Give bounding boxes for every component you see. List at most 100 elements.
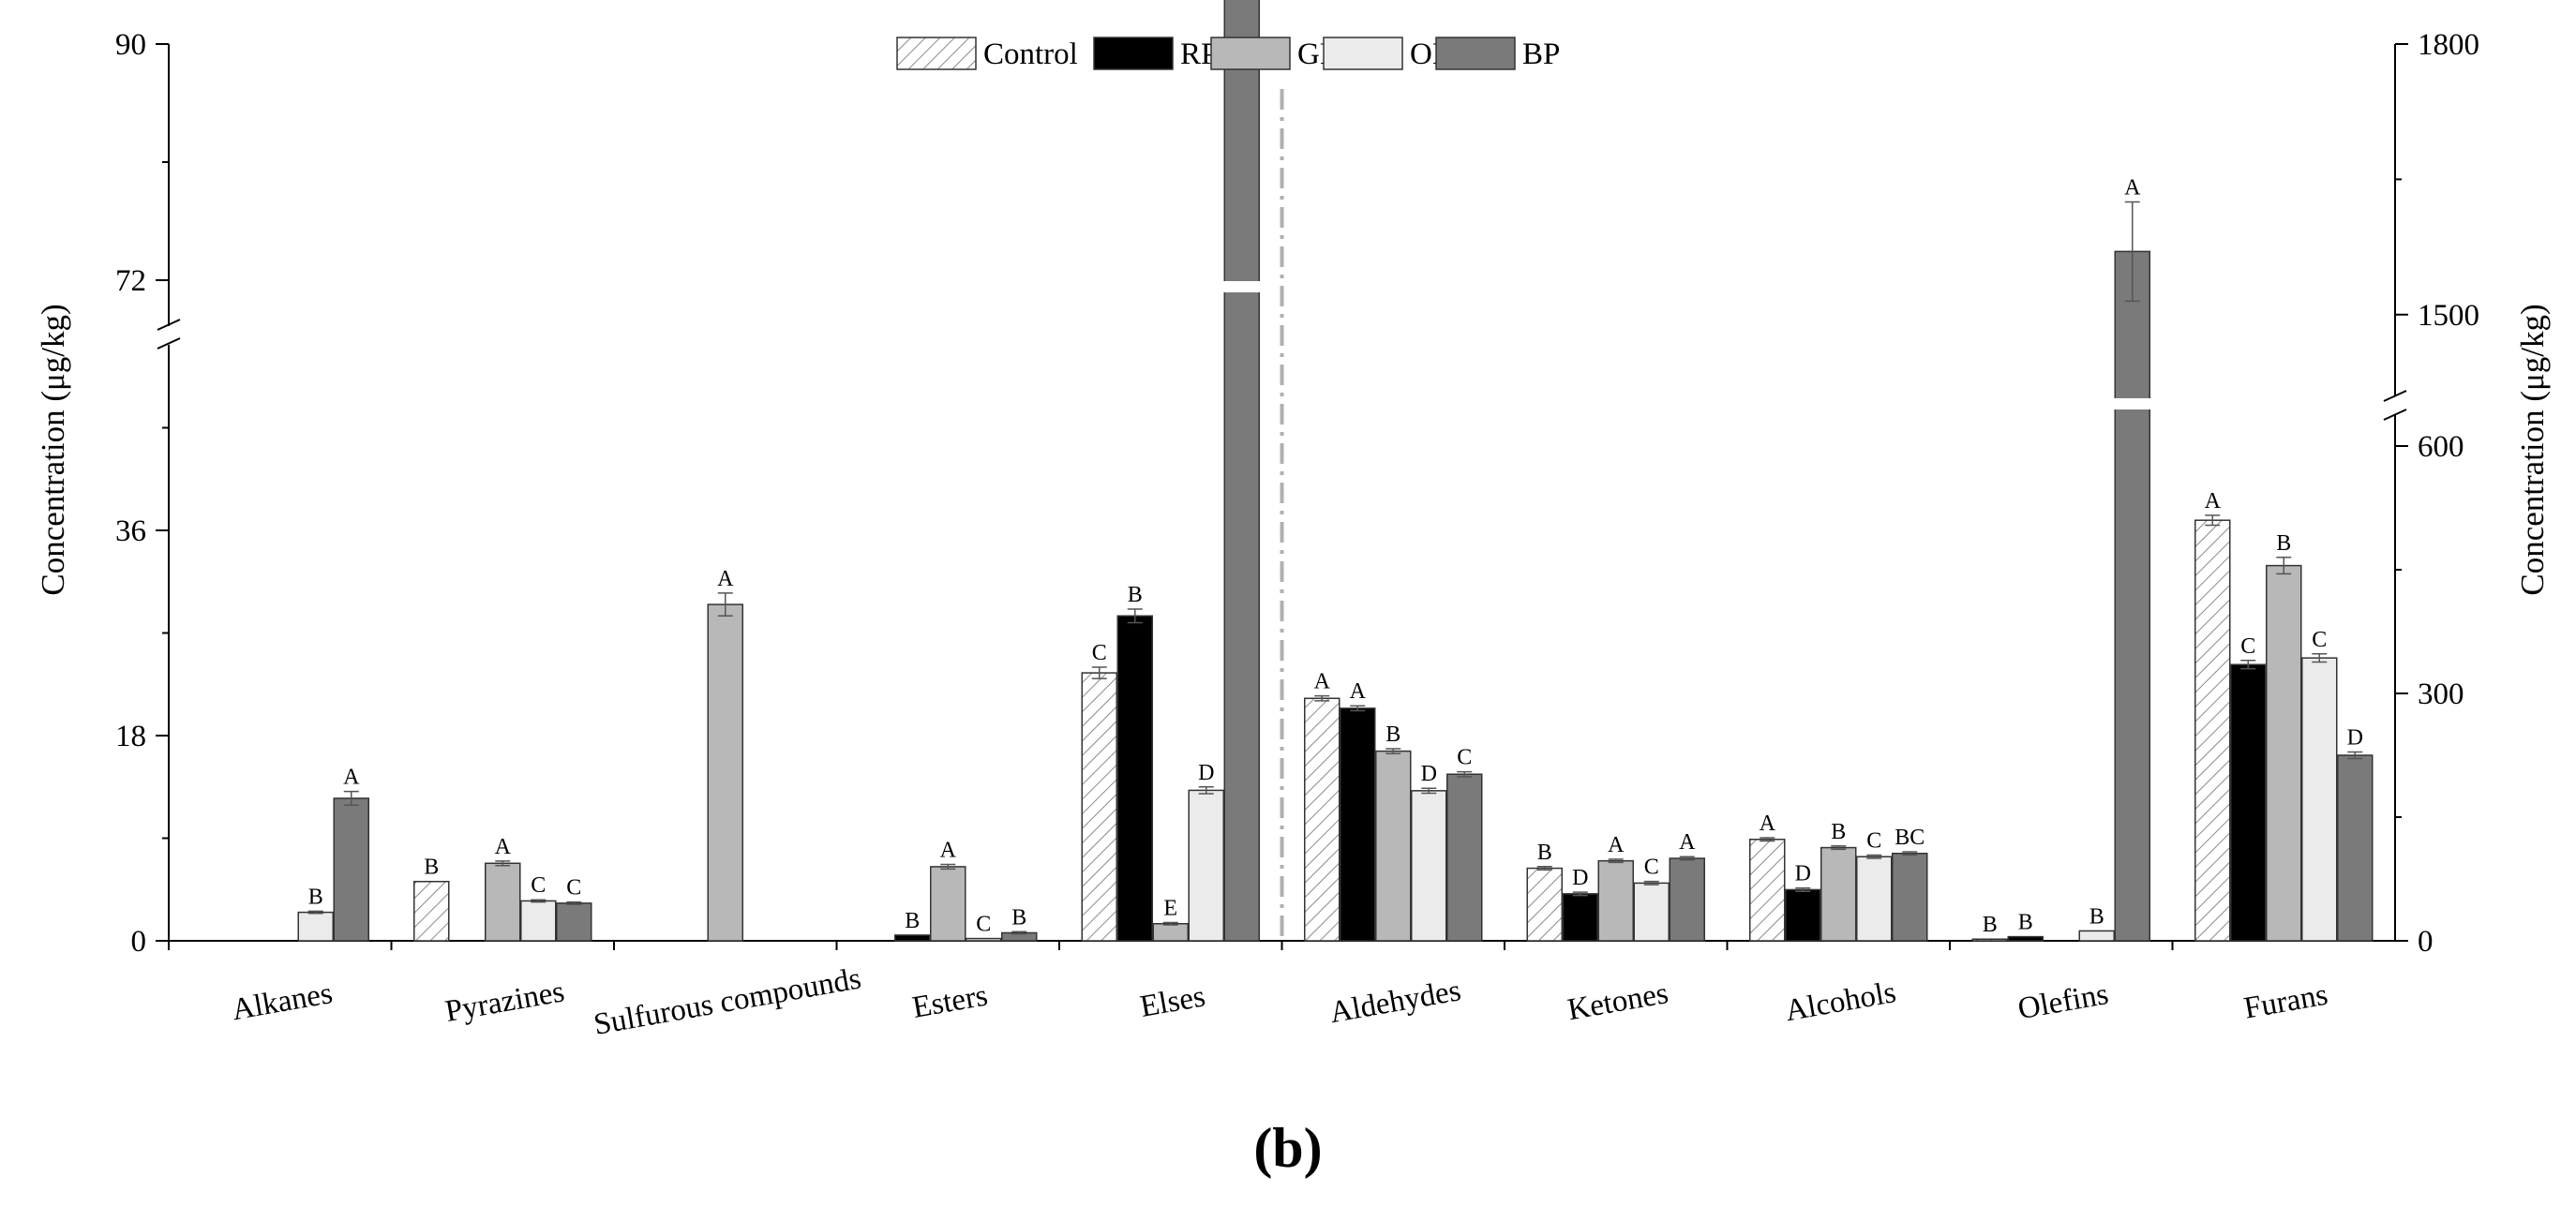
significance-label: B	[1011, 905, 1026, 930]
bar-OP	[2301, 657, 2338, 942]
significance-label: D	[1198, 761, 1214, 785]
left-axis-break-mark	[157, 337, 181, 350]
category-label: Olefins	[2015, 977, 2111, 1026]
category-label: Elses	[1138, 979, 1208, 1024]
significance-label: C	[1644, 856, 1659, 880]
legend-label-BP: BP	[1522, 37, 1560, 71]
category-labels: Alkanes Pyrazines Sulfurous compounds Ester…	[230, 961, 2330, 1042]
bar-GP	[1152, 923, 1189, 942]
left-tick-label: 18	[115, 720, 146, 753]
significance-label: A	[717, 567, 734, 591]
significance-label: C	[2240, 634, 2255, 659]
significance-label: A	[1679, 830, 1696, 855]
significance-label: B	[1537, 841, 1552, 865]
bar-BP	[1669, 857, 1705, 942]
legend-swatch-OP	[1323, 37, 1403, 70]
category-label: Aldehydes	[1327, 974, 1463, 1030]
bar-RP	[894, 934, 931, 942]
significance-label: D	[1572, 866, 1588, 890]
significance-label: C	[2312, 628, 2327, 652]
bar-Control	[1749, 839, 1786, 942]
significance-label: B	[308, 885, 323, 909]
significance-label: B	[905, 909, 920, 933]
significance-label: A	[1350, 679, 1367, 704]
right-tick-label: 600	[2418, 430, 2464, 464]
axes: 0 18 36 72 90 0 300 600 1500 1800	[115, 28, 2479, 959]
panel-label: (b)	[1253, 1117, 1322, 1179]
significance-label: B	[424, 856, 439, 880]
category-label: Ketones	[1565, 976, 1671, 1027]
left-tick-label: 72	[115, 264, 146, 298]
bar-OP	[1856, 856, 1893, 942]
bar-GP	[2266, 564, 2302, 942]
bar-OP	[966, 937, 1002, 942]
significance-label: B	[2276, 531, 2291, 556]
bar-RP	[1116, 615, 1153, 942]
bar-break-gap	[1222, 281, 1262, 292]
category-label: Esters	[910, 978, 991, 1024]
significance-label: D	[1421, 762, 1437, 786]
significance-label: B	[1128, 583, 1143, 607]
legend-swatch-BP	[1435, 37, 1516, 70]
bar-GP	[485, 862, 521, 942]
bar-GP	[1597, 859, 1634, 942]
bar-BP	[1892, 852, 1928, 942]
category-label: Sulfurous compounds	[592, 961, 864, 1042]
right-tick-label: 1500	[2418, 299, 2479, 333]
significance-label: A	[2124, 175, 2141, 200]
bar-GP	[1375, 750, 1412, 942]
bar-break-gap	[2113, 398, 2152, 409]
significance-label: C	[566, 876, 581, 901]
significance-label: C	[976, 913, 991, 937]
bar-BP	[2114, 250, 2150, 942]
bar-RP	[1340, 707, 1376, 942]
significance-label: D	[1795, 862, 1811, 886]
bar-GP	[1820, 846, 1857, 942]
significance-label: A	[1608, 833, 1625, 857]
bar-OP	[297, 911, 334, 942]
right-tick-label: 1800	[2418, 28, 2479, 62]
significance-label: D	[2347, 725, 2363, 750]
bar-Control	[1304, 697, 1340, 942]
bar-OP	[1188, 789, 1224, 942]
significance-label: A	[1314, 670, 1331, 694]
left-tick-label: 0	[131, 925, 147, 959]
bar-Control	[1526, 867, 1563, 942]
bar-BP	[1223, 0, 1260, 942]
bar-GP	[707, 603, 743, 942]
category-label: Alcohols	[1783, 975, 1899, 1028]
significance-label: B	[1831, 820, 1846, 844]
bar-Control	[1971, 938, 2008, 942]
significance-label: C	[531, 873, 546, 898]
legend-swatch-Control	[896, 37, 977, 70]
significance-label: C	[1457, 746, 1472, 770]
legend-swatch-RP	[1093, 37, 1174, 70]
bar-OP	[1633, 882, 1670, 942]
left-tick-label: 90	[115, 28, 146, 62]
bar-OP	[1411, 790, 1447, 942]
significance-label: A	[2205, 489, 2222, 514]
bar-OP	[520, 900, 557, 942]
bar-OP	[2078, 930, 2115, 942]
bar-RP	[2007, 935, 2044, 942]
bar-RP	[1562, 893, 1598, 942]
bar-RP	[2230, 663, 2267, 942]
left-axis-title: Concentration (μg/kg)	[35, 304, 71, 595]
significance-labels: BCABABABBADDBCAAAEBABBBCCDDCCBCACBACABCA…	[308, 175, 2363, 937]
significance-label: C	[1092, 641, 1107, 665]
significance-label: B	[2018, 911, 2033, 935]
right-axis-title: Concentration (μg/kg)	[2514, 304, 2551, 595]
legend-swatch-GP	[1210, 37, 1291, 70]
significance-label: A	[343, 766, 360, 790]
category-label: Pyrazines	[442, 975, 567, 1029]
legend: Control RP GP OP BP	[896, 37, 1560, 71]
bar-Control	[413, 880, 450, 942]
left-tick-label: 36	[115, 514, 146, 548]
category-label: Alkanes	[230, 976, 336, 1027]
left-axis-break-mark	[157, 319, 181, 331]
significance-label: B	[1983, 913, 1998, 937]
significance-label: E	[1163, 897, 1177, 921]
right-axis-break-mark	[2383, 409, 2407, 421]
bar-Control	[2194, 519, 2231, 942]
